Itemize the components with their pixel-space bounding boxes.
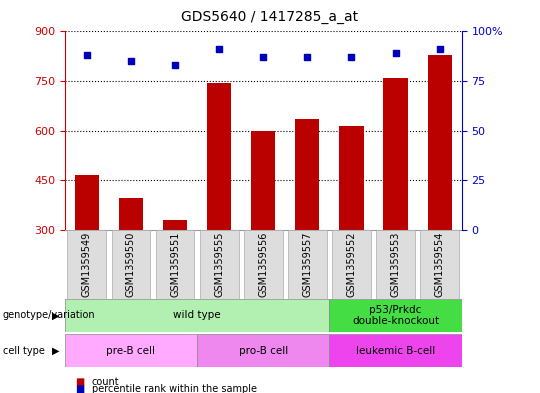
Bar: [420, 230, 459, 299]
Bar: [428, 55, 452, 230]
Bar: [197, 334, 329, 367]
Text: GSM1359556: GSM1359556: [258, 232, 268, 298]
Text: genotype/variation: genotype/variation: [3, 310, 96, 320]
Point: [391, 50, 400, 57]
Text: ▶: ▶: [52, 346, 59, 356]
Bar: [288, 230, 327, 299]
Text: pro-B cell: pro-B cell: [239, 346, 288, 356]
Bar: [332, 230, 371, 299]
Bar: [329, 334, 462, 367]
Bar: [65, 334, 197, 367]
Point: [126, 58, 135, 64]
Point: [83, 52, 91, 59]
Bar: [68, 230, 106, 299]
Bar: [119, 198, 143, 230]
Text: ▶: ▶: [52, 310, 59, 320]
Bar: [383, 78, 408, 230]
Bar: [207, 83, 231, 230]
Text: percentile rank within the sample: percentile rank within the sample: [92, 384, 257, 393]
Text: GSM1359553: GSM1359553: [390, 232, 401, 298]
Text: GSM1359554: GSM1359554: [435, 232, 444, 298]
Point: [303, 54, 312, 61]
Text: GSM1359552: GSM1359552: [347, 232, 356, 298]
Text: leukemic B-cell: leukemic B-cell: [356, 346, 435, 356]
Bar: [339, 126, 363, 230]
Text: ■: ■: [76, 377, 85, 387]
Text: GSM1359557: GSM1359557: [302, 232, 312, 298]
Text: p53/Prkdc
double-knockout: p53/Prkdc double-knockout: [352, 305, 439, 326]
Text: GSM1359549: GSM1359549: [82, 232, 92, 297]
Bar: [329, 299, 462, 332]
Text: cell type: cell type: [3, 346, 45, 356]
Bar: [251, 130, 275, 230]
Text: GSM1359551: GSM1359551: [170, 232, 180, 298]
Bar: [295, 119, 320, 230]
Bar: [65, 299, 329, 332]
Point: [259, 54, 268, 61]
Point: [171, 62, 179, 68]
Point: [215, 46, 224, 52]
Text: GSM1359555: GSM1359555: [214, 232, 224, 298]
Bar: [200, 230, 239, 299]
Bar: [75, 175, 99, 230]
Bar: [244, 230, 282, 299]
Text: pre-B cell: pre-B cell: [106, 346, 156, 356]
Point: [347, 54, 356, 61]
Text: ■: ■: [76, 384, 85, 393]
Point: [435, 46, 444, 52]
Bar: [112, 230, 150, 299]
Text: GDS5640 / 1417285_a_at: GDS5640 / 1417285_a_at: [181, 10, 359, 24]
Text: count: count: [92, 377, 119, 387]
Bar: [376, 230, 415, 299]
Bar: [163, 220, 187, 230]
Text: wild type: wild type: [173, 310, 221, 320]
Bar: [156, 230, 194, 299]
Text: GSM1359550: GSM1359550: [126, 232, 136, 298]
